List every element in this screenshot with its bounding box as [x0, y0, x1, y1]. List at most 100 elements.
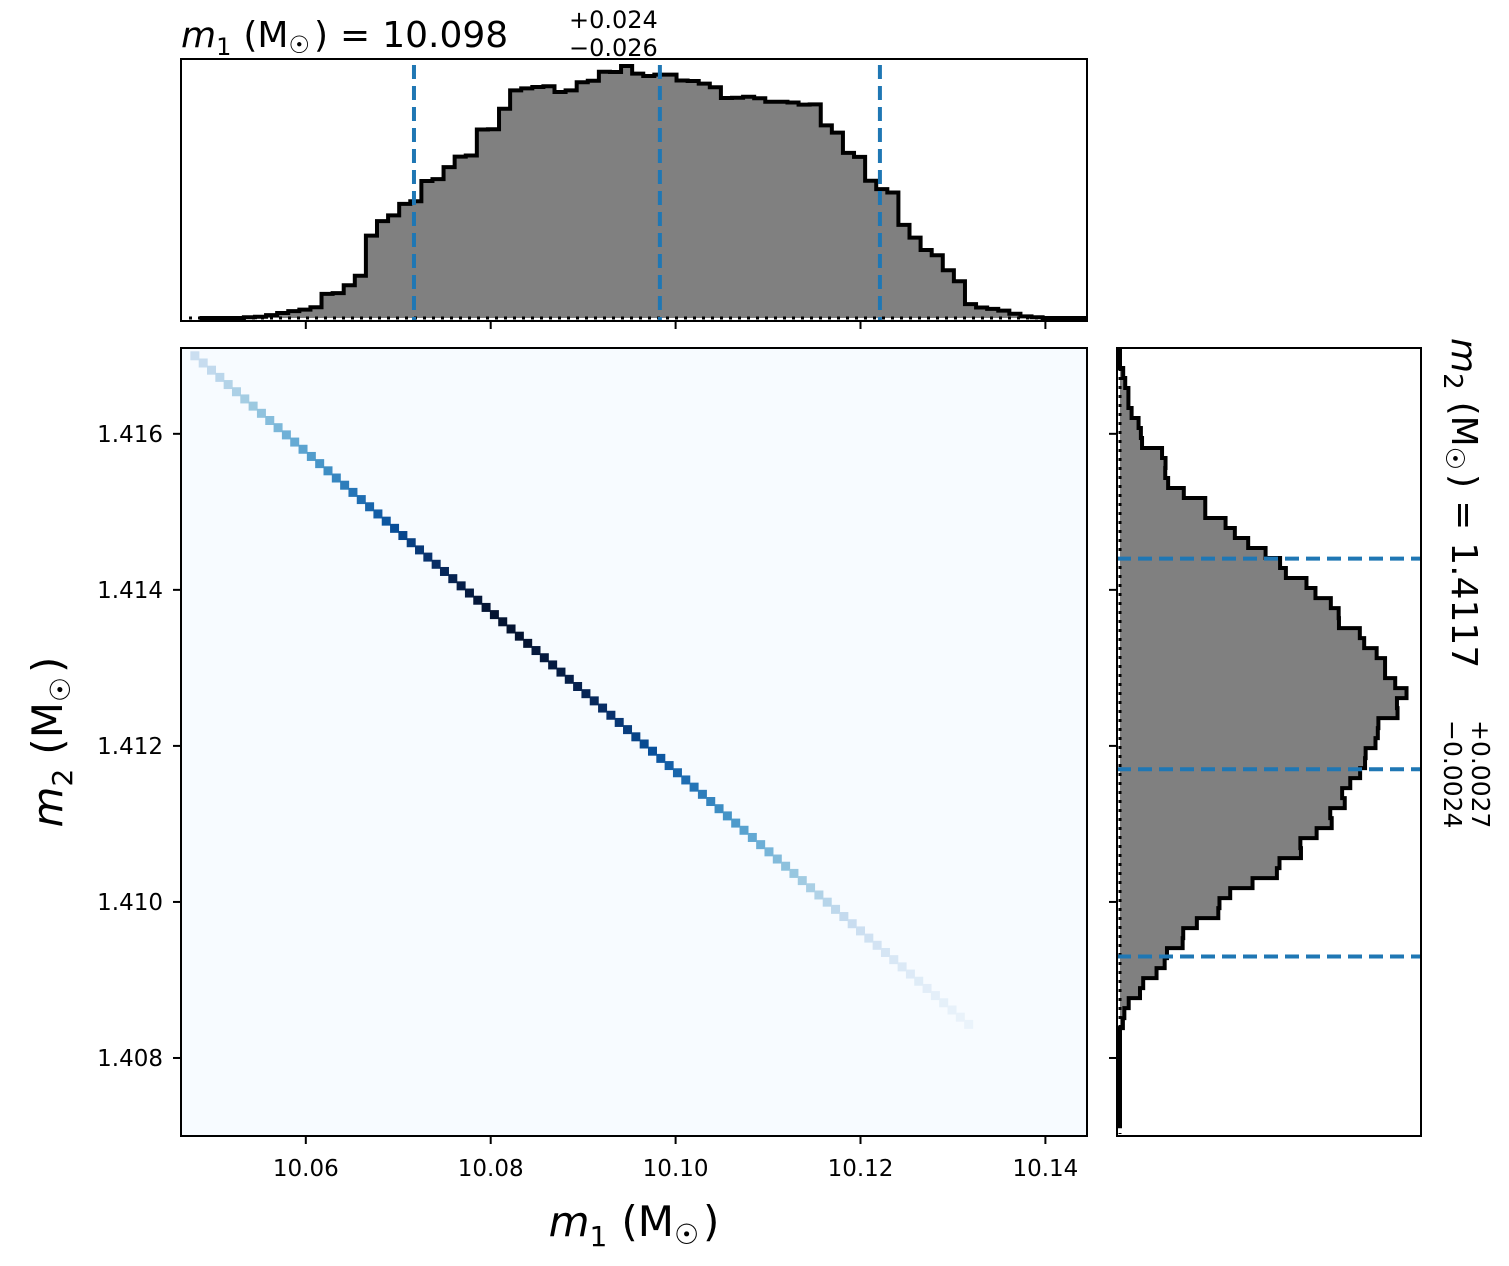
m1-hist-bar — [576, 82, 589, 319]
m1-hist-bar — [510, 90, 522, 318]
m1-hist-bar — [410, 201, 422, 318]
m2-hist-bar — [1120, 948, 1167, 959]
m1-hist-bar — [765, 101, 777, 318]
m2-hist-bar — [1120, 778, 1351, 789]
joint-cell — [739, 825, 749, 835]
x-axis-title: m1 (M☉) — [549, 1197, 720, 1253]
m1-hist-bar — [909, 237, 921, 318]
m2-hist-bar — [1120, 618, 1339, 629]
y-title-unit: (M — [23, 702, 72, 755]
joint-cell — [439, 566, 449, 576]
m1-hist-bar — [609, 72, 622, 318]
m2-hist-bar — [1120, 488, 1184, 499]
m1-hist-bar — [953, 281, 966, 318]
m2-hist-bar — [1120, 648, 1377, 659]
joint-cell — [581, 689, 591, 699]
m2-hist-bar — [1120, 518, 1226, 529]
joint-cell — [306, 451, 316, 461]
m1-hist-bar — [454, 156, 467, 318]
joint-cell — [539, 653, 549, 663]
m1-hist-bar — [876, 189, 888, 318]
joint-cell — [348, 487, 358, 497]
joint-cell — [614, 717, 624, 727]
m2-hist-bar — [1120, 498, 1206, 509]
y-title-subscript: 2 — [46, 769, 79, 787]
m1-hist-bar — [399, 203, 411, 318]
m1-hist-bar — [931, 255, 944, 318]
m1-hist-bar — [487, 129, 500, 318]
joint-cell — [340, 480, 350, 490]
m1-hist-bar — [343, 285, 356, 318]
joint-cell — [523, 638, 533, 648]
m1-title-err-minus: −0.026 — [569, 34, 658, 62]
y-title-unit-sub: ☉ — [44, 677, 77, 702]
m1-hist-bar — [321, 293, 334, 318]
joint-heatmap-cells — [190, 351, 974, 1029]
joint-cell — [639, 739, 649, 749]
m1-title-unit-close: ) — [314, 15, 328, 56]
m2-marginal-frame — [1116, 347, 1422, 1137]
m1-title-unit-sub: ☉ — [288, 31, 310, 59]
m1-title-symbol: m — [181, 15, 216, 56]
m2-hist-bar — [1120, 738, 1376, 749]
m2-hist-bar — [1120, 1008, 1125, 1019]
m2-hist-bar — [1120, 508, 1206, 519]
joint-cell — [930, 991, 940, 1001]
joint-cell — [905, 969, 915, 979]
m1-hist-bar — [887, 192, 899, 318]
joint-cell — [464, 588, 474, 598]
m1-hist-bar — [310, 307, 322, 318]
joint-cell — [498, 617, 508, 627]
m1-marginal-panel: m1 (M☉) = 10.098 +0.024 −0.026 — [180, 6, 1088, 329]
m1-hist-bar — [1009, 313, 1021, 318]
joint-cell — [381, 516, 391, 526]
m2-panel-title: m2 (M☉) = 1.4117 — [1437, 338, 1484, 668]
m1-hist-bar — [776, 101, 788, 318]
m1-hist-bar — [865, 180, 877, 318]
joint-cell — [273, 423, 283, 433]
joint-cell — [564, 674, 574, 684]
joint-panel: 10.06 10.08 10.10 10.12 10.14 1.408 1.410 1.41… — [23, 347, 1088, 1253]
m1-title-median: 10.098 — [382, 15, 508, 56]
joint-cell — [556, 667, 566, 677]
m2-hist-bar — [1120, 528, 1235, 539]
joint-cell — [631, 732, 641, 742]
joint-cell — [664, 761, 674, 771]
m1-hist-bar — [787, 102, 799, 318]
m2-hist-bar — [1120, 928, 1184, 939]
joint-cell — [256, 408, 266, 418]
joint-cell — [672, 768, 682, 778]
joint-x-ticks: 10.06 10.08 10.10 10.12 10.14 — [273, 1136, 1078, 1182]
m2-hist-bar — [1120, 668, 1386, 679]
m2-hist-bar — [1120, 818, 1332, 829]
m1-hist-bar — [565, 90, 578, 318]
joint-cell — [764, 847, 774, 857]
x-title-subscript: 1 — [589, 1220, 607, 1253]
m1-hist-bar — [665, 74, 677, 318]
m1-hist-bar — [388, 215, 400, 318]
m1-hist-bar — [976, 307, 988, 318]
m1-hist-bar — [854, 156, 866, 318]
m1-hist-bar — [698, 83, 711, 319]
joint-cell — [548, 660, 558, 670]
joint-cell — [955, 1012, 965, 1022]
m2-hist-bar — [1120, 588, 1316, 599]
m1-hist-bar — [964, 304, 977, 318]
joint-cell — [880, 947, 890, 957]
m2-hist-bar — [1120, 988, 1141, 999]
m2-hist-bar — [1120, 458, 1166, 469]
m2-hist-bar — [1120, 678, 1396, 689]
m1-hist-bar — [598, 71, 611, 319]
m2-hist-bar — [1120, 578, 1307, 589]
joint-cell — [331, 473, 341, 483]
m1-hist-bar — [831, 132, 844, 318]
m2-hist-bar — [1120, 888, 1231, 899]
m2-hist-bar — [1120, 758, 1366, 769]
joint-cell — [814, 890, 824, 900]
m1-hist-bar — [643, 75, 655, 318]
joint-y-ticks: 1.408 1.410 1.412 1.414 1.416 — [97, 422, 181, 1072]
m1-title-unit: (M — [243, 15, 288, 56]
m2-hist-bar — [1120, 798, 1345, 809]
m1-hist-bar — [731, 97, 744, 318]
joint-cell — [789, 868, 799, 878]
